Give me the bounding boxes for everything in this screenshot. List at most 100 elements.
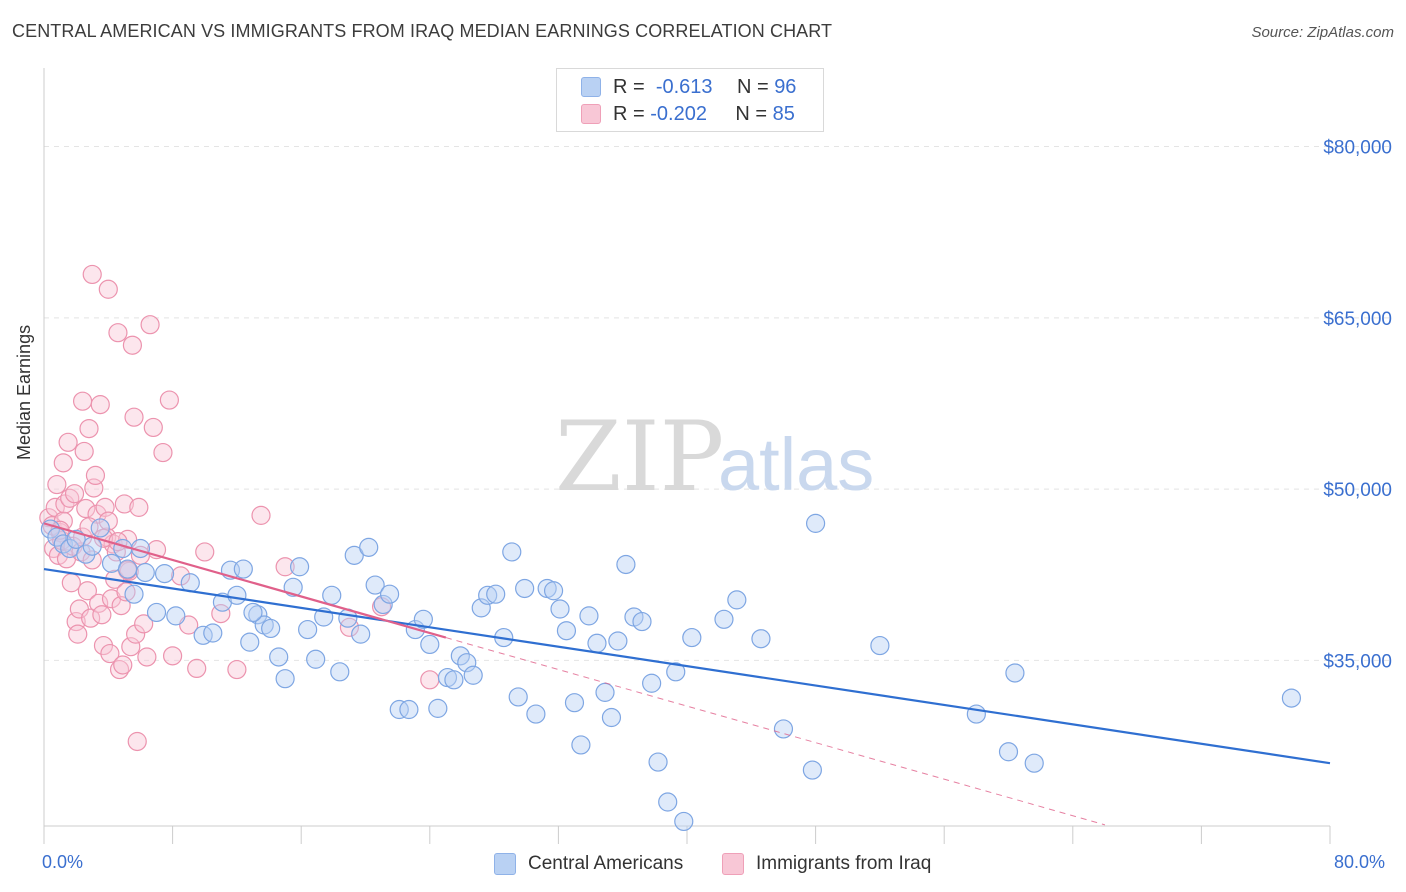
data-point (92, 605, 112, 625)
data-point (601, 707, 622, 728)
watermark-zip: ZIP (555, 401, 724, 513)
data-point (243, 602, 263, 623)
data-point (127, 731, 147, 752)
data-point (143, 417, 163, 438)
data-point (399, 699, 419, 720)
data-point (261, 618, 281, 639)
data-point (53, 453, 73, 473)
data-point (64, 484, 85, 504)
data-point (502, 542, 522, 562)
data-point (114, 494, 134, 514)
legend-row-central-americans: R = -0.613 N = 96 (581, 74, 796, 100)
data-point (140, 315, 160, 335)
watermark-atlas: atlas (718, 423, 874, 506)
data-point (251, 505, 271, 525)
data-point (100, 643, 120, 664)
data-point (471, 598, 491, 618)
data-point (47, 474, 67, 495)
data-point (72, 391, 93, 411)
data-point (77, 581, 98, 601)
data-point (579, 606, 599, 626)
data-point (124, 407, 144, 427)
legend-r-value: -0.613 (655, 75, 713, 98)
data-point (81, 608, 101, 628)
data-point (113, 655, 133, 675)
data-point (870, 635, 890, 656)
data-point (380, 584, 400, 604)
legend-r-label: R = (613, 75, 645, 98)
legend-n-label: N = (736, 75, 769, 98)
data-point (289, 557, 310, 577)
bottom-legend-label: Immigrants from Iraq (756, 853, 932, 874)
data-point (76, 544, 96, 564)
data-point (608, 631, 628, 651)
data-point (137, 647, 157, 667)
data-point (122, 335, 143, 355)
data-point (90, 518, 110, 538)
chart-title: CENTRAL AMERICAN VS IMMIGRANTS FROM IRAQ… (12, 21, 833, 41)
data-point (116, 582, 136, 602)
data-point (1005, 663, 1025, 683)
data-point (240, 632, 260, 652)
axes (43, 68, 1331, 844)
data-point (134, 614, 154, 634)
data-point (90, 395, 110, 415)
data-point (330, 662, 350, 682)
bottom-legend-swatch-blue (494, 853, 516, 875)
data-point (58, 432, 78, 452)
data-point (322, 585, 342, 605)
data-point (187, 658, 207, 679)
data-point (180, 573, 200, 593)
data-point (642, 673, 662, 693)
x-tick-min: 0.0% (42, 852, 84, 872)
data-point (616, 554, 636, 575)
data-point (98, 279, 118, 299)
data-point (428, 698, 448, 718)
data-point (658, 792, 678, 812)
bottom-legend-label: Central Americans (528, 853, 684, 874)
bottom-legend-immigrants-from-iraq: Immigrants from Iraq (722, 851, 931, 877)
data-point (93, 635, 114, 656)
data-point (146, 602, 167, 623)
data-point (666, 662, 686, 682)
data-point (351, 624, 371, 644)
series-central-americans (40, 513, 1302, 832)
legend-row-immigrants-from-iraq: R = -0.202 N = 85 (581, 101, 795, 127)
data-point (373, 594, 393, 615)
data-point (269, 647, 289, 667)
data-point (79, 418, 99, 439)
x-tick-max: 80.0% (1334, 852, 1386, 872)
data-point (587, 633, 607, 653)
data-point (108, 323, 128, 343)
data-point (74, 441, 94, 462)
data-point (543, 581, 564, 601)
data-point (674, 811, 694, 832)
data-point (648, 752, 668, 772)
data-point (117, 559, 138, 579)
data-point (1024, 753, 1044, 773)
data-point (89, 593, 109, 613)
y-tick-labels: $35,000 $50,000 $65,000 $80,000 (1323, 138, 1392, 673)
data-point (526, 704, 546, 724)
data-point (195, 542, 215, 562)
data-point (420, 634, 440, 655)
gridlines (44, 146, 1392, 661)
data-point (714, 609, 734, 629)
data-point (68, 624, 88, 644)
data-point (571, 735, 591, 755)
trend-lines (43, 522, 1331, 826)
data-point (275, 669, 295, 689)
data-point (632, 611, 652, 632)
legend-r-value: -0.202 (650, 102, 707, 125)
data-point (486, 584, 506, 604)
data-point (478, 585, 498, 605)
data-point (595, 682, 615, 702)
data-point (682, 627, 702, 648)
data-point (101, 553, 122, 573)
bottom-legend-central-americans: Central Americans (494, 851, 683, 877)
data-point (998, 742, 1019, 762)
data-point (124, 584, 144, 604)
data-point (805, 513, 826, 533)
data-point (365, 575, 385, 595)
